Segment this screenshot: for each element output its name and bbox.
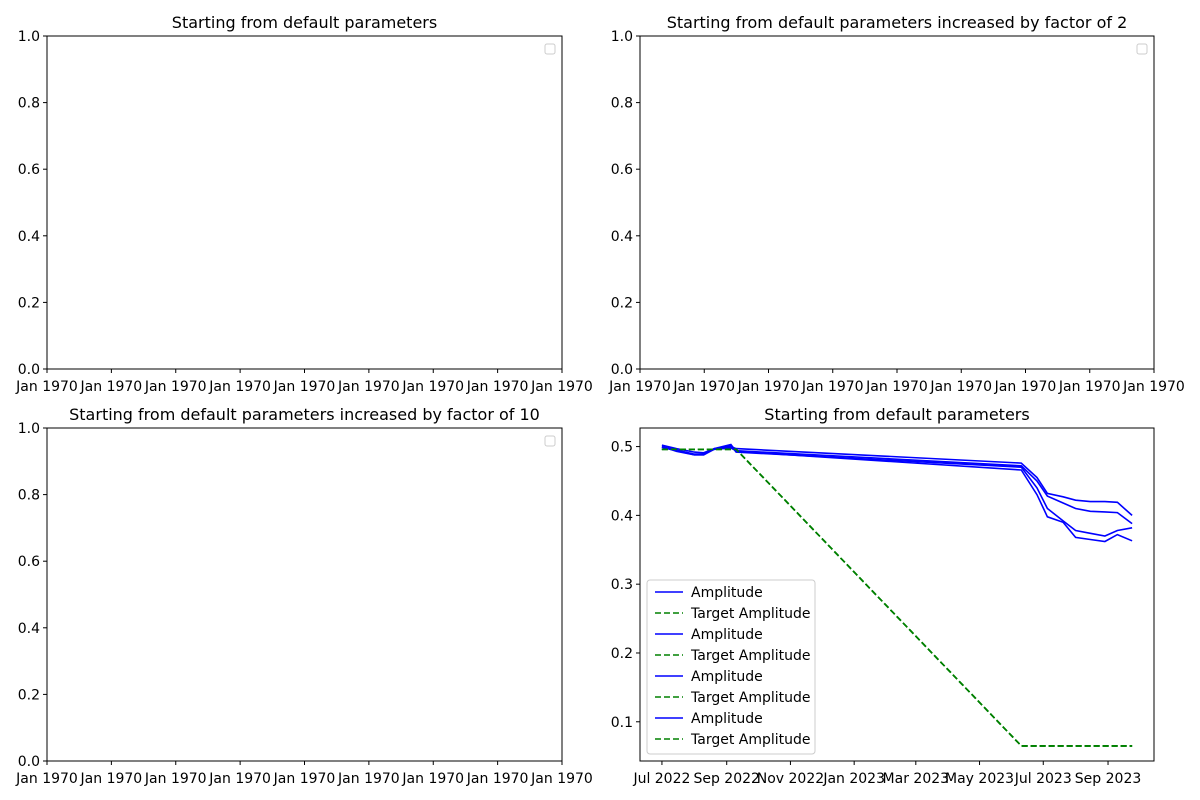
y-tick-label: 0.0 <box>611 362 633 378</box>
series-line-amplitude <box>661 444 1133 516</box>
series-line-amplitude <box>661 443 1133 543</box>
y-tick-label: 0.4 <box>611 229 633 245</box>
x-tick-label: Jan 1970 <box>801 379 864 395</box>
x-tick-label: Jan 1970 <box>530 379 593 395</box>
x-tick-label: Jan 1970 <box>208 379 271 395</box>
x-tick-label: Jan 1970 <box>80 771 143 787</box>
y-tick-label: 1.0 <box>18 29 40 45</box>
legend-label: Target Amplitude <box>690 690 811 706</box>
x-tick-label: Jan 1970 <box>865 379 928 395</box>
x-tick-label: Jan 1970 <box>608 379 671 395</box>
legend-label: Amplitude <box>691 711 763 727</box>
y-tick-label: 0.2 <box>18 687 40 703</box>
y-tick-label: 1.0 <box>18 421 40 437</box>
axes-frame <box>639 427 1155 762</box>
x-tick-label: Sep 2022 <box>693 771 759 787</box>
chart-title: Starting from default parameters increas… <box>69 405 540 424</box>
empty-legend <box>1136 43 1148 55</box>
x-tick-label: Jan 1970 <box>994 379 1057 395</box>
y-tick-label: 0.6 <box>18 554 40 570</box>
chart-title: Starting from default parameters <box>764 405 1029 424</box>
x-tick-label: Jul 2023 <box>1014 771 1072 787</box>
x-tick-label: Jan 1970 <box>80 379 143 395</box>
y-tick-label: 0.6 <box>611 162 633 178</box>
x-tick-label: Jan 1970 <box>208 771 271 787</box>
x-tick-label: Jan 1970 <box>337 771 400 787</box>
x-tick-label: Jan 1970 <box>15 379 78 395</box>
y-tick-label: 0.8 <box>611 96 633 112</box>
y-tick-label: 0.2 <box>611 295 633 311</box>
series-line-target-amplitude <box>661 448 1133 747</box>
y-tick-label: 0.4 <box>611 508 633 524</box>
x-tick-label: Jan 2023 <box>822 771 885 787</box>
x-tick-label: Jul 2022 <box>632 771 690 787</box>
legend-label: Target Amplitude <box>690 606 811 622</box>
legend-label: Target Amplitude <box>690 648 811 664</box>
y-tick-label: 0.4 <box>18 621 40 637</box>
y-tick-label: 0.6 <box>18 162 40 178</box>
axes-frame <box>46 427 563 762</box>
y-tick-label: 0.4 <box>18 229 40 245</box>
x-tick-label: Jan 1970 <box>15 771 78 787</box>
legend-box <box>646 579 816 755</box>
legend-label: Amplitude <box>691 669 763 685</box>
x-tick-label: Jan 1970 <box>466 379 529 395</box>
chart-title: Starting from default parameters <box>172 13 437 32</box>
y-tick-label: 0.8 <box>18 96 40 112</box>
empty-legend <box>544 43 556 55</box>
x-tick-label: Jan 1970 <box>337 379 400 395</box>
y-tick-label: 0.0 <box>18 362 40 378</box>
y-tick-label: 0.2 <box>18 295 40 311</box>
x-tick-label: Jan 1970 <box>672 379 735 395</box>
x-tick-label: Jan 1970 <box>530 771 593 787</box>
x-tick-label: Jan 1970 <box>401 771 464 787</box>
y-tick-label: 0.1 <box>611 715 633 731</box>
legend-label: Target Amplitude <box>690 732 811 748</box>
y-tick-label: 0.3 <box>611 577 633 593</box>
x-tick-label: Jan 1970 <box>737 379 800 395</box>
chart-title: Starting from default parameters increas… <box>667 13 1128 32</box>
x-tick-label: Jan 1970 <box>144 379 207 395</box>
legend-label: Amplitude <box>691 585 763 601</box>
y-tick-label: 0.5 <box>611 440 633 456</box>
x-tick-label: Sep 2023 <box>1075 771 1141 787</box>
x-tick-label: May 2023 <box>945 771 1014 787</box>
series-line-amplitude <box>661 445 1133 525</box>
y-tick-label: 0.0 <box>18 754 40 770</box>
x-tick-label: Jan 1970 <box>273 379 336 395</box>
x-tick-label: Jan 1970 <box>273 771 336 787</box>
x-tick-label: Jan 1970 <box>144 771 207 787</box>
axes-frame <box>639 35 1155 370</box>
legend-label: Amplitude <box>691 627 763 643</box>
x-tick-label: Jan 1970 <box>401 379 464 395</box>
x-tick-label: Jan 1970 <box>466 771 529 787</box>
y-tick-label: 1.0 <box>611 29 633 45</box>
x-tick-label: Jan 1970 <box>929 379 992 395</box>
x-tick-label: Mar 2023 <box>883 771 950 787</box>
x-tick-label: Jan 1970 <box>1058 379 1121 395</box>
x-tick-label: Jan 1970 <box>1122 379 1185 395</box>
y-tick-label: 0.2 <box>611 646 633 662</box>
empty-legend <box>544 435 556 447</box>
axes-frame <box>46 35 563 370</box>
y-tick-label: 0.8 <box>18 488 40 504</box>
x-tick-label: Nov 2022 <box>757 771 824 787</box>
